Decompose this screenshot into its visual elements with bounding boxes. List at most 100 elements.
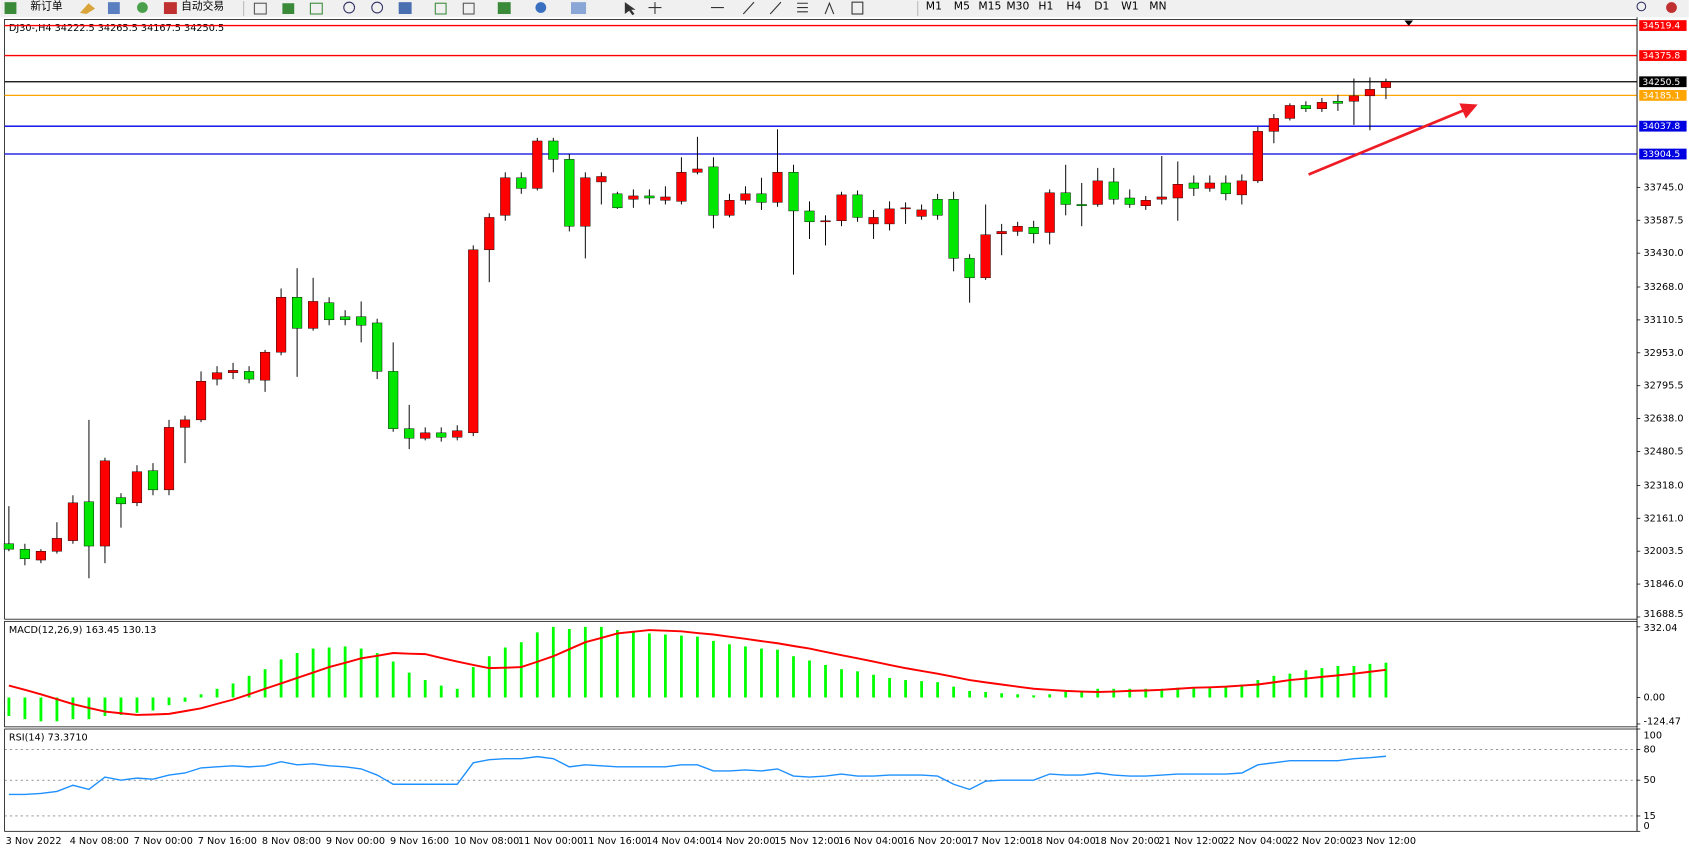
candle-body [35,551,46,561]
icon[interactable] [343,1,356,14]
macd-bar [776,649,779,698]
icon[interactable] [4,2,17,14]
icon[interactable] [282,3,295,14]
candle-body [772,172,783,203]
new-order-button[interactable]: 新订单 [30,0,63,12]
price-tag [1639,90,1687,101]
macd-bar [1384,662,1388,698]
macd-bar [391,661,395,698]
candle-body [99,460,111,547]
candle-body [548,140,559,160]
icon[interactable] [462,2,475,15]
alert-icon[interactable] [1666,2,1677,13]
macd-bar [535,632,539,698]
price-tag [1639,50,1687,61]
candle-body [1044,192,1055,233]
macd-bar [279,659,283,698]
candle-body [179,419,191,428]
price-tag-label: 34185.1 [1642,91,1680,101]
cursor-tool[interactable] [624,2,636,16]
icon[interactable] [253,2,267,15]
icon[interactable] [137,2,148,13]
timeframe-button[interactable]: M1 [926,0,942,12]
icon[interactable] [79,3,96,14]
x-tick-label: 11 Nov 00:00 [518,836,583,847]
candle-body [724,200,735,216]
timeframe-button[interactable]: W1 [1121,0,1138,12]
x-tick-label: 18 Nov 20:00 [1094,836,1159,847]
macd-bar [167,697,171,706]
label-tool[interactable] [851,1,864,15]
candle-body [227,370,239,373]
macd-bar [712,640,715,698]
line-tools[interactable] [710,1,782,15]
price-tag [1639,120,1687,132]
icon[interactable] [163,2,177,14]
x-tick-label: 11 Nov 16:00 [582,836,647,847]
macd-bar [295,653,299,698]
timeframe-button[interactable]: D1 [1094,0,1109,12]
macd-bar [215,688,219,698]
macd-bar [551,626,555,698]
icon[interactable] [371,1,384,14]
y-tick-label: 80 [1644,744,1656,755]
timeframe-button[interactable]: M5 [954,0,970,12]
macd-bar [423,680,427,698]
icon[interactable] [309,2,323,15]
timeframe-button[interactable]: H4 [1066,0,1081,12]
candle-body [708,166,719,216]
macd-bar [808,660,811,698]
search-icon[interactable] [1636,1,1647,12]
candle-body [163,427,175,491]
macd-bar [1288,673,1292,698]
icon[interactable] [398,2,412,14]
icon[interactable] [434,2,447,15]
candle-body [836,194,847,221]
macd-bar [7,697,11,717]
icon[interactable] [535,2,547,13]
price-tag-label: 34037.8 [1642,122,1680,132]
timeframe-button[interactable]: M15 [978,0,1001,12]
y-tick-label: 31688.5 [1644,609,1684,620]
candle-body [964,258,975,279]
candle-body [996,231,1007,234]
candle-body [67,502,78,541]
timeframe-button[interactable]: H1 [1038,0,1053,12]
candle-body [147,470,159,491]
candle-body [404,428,415,439]
candle-body [1012,225,1023,232]
macd-bar [231,683,235,698]
candle-body [596,176,607,183]
icon[interactable] [497,2,511,14]
candle-body [1076,204,1087,206]
candle-body [1124,197,1135,205]
timeframe-button[interactable]: M30 [1006,0,1029,12]
y-tick-label: 33430.0 [1644,248,1684,259]
shift-marker [1404,20,1414,26]
candle-body [484,217,495,251]
y-tick-label: 33587.5 [1644,215,1684,226]
macd-bar [920,681,923,698]
channel-tool[interactable] [797,2,808,13]
candle-body [804,210,815,223]
macd-bar [1176,687,1180,698]
candle-body [388,371,399,429]
text-tool[interactable] [824,1,835,15]
x-tick-label: 8 Nov 08:00 [262,836,321,847]
candle-body [1284,105,1295,119]
macd-bar [599,626,603,698]
candle-body [532,140,543,189]
y-tick-label: 0.00 [1644,692,1666,703]
candle-body [628,195,639,200]
crosshair-tool[interactable] [648,2,662,14]
candle-body [948,199,959,259]
timeframe-button[interactable]: MN [1149,0,1166,12]
macd-bar [647,633,651,698]
icon[interactable] [107,2,120,14]
auto-trading-button[interactable]: 自动交易 [181,0,224,12]
candle-body [932,199,943,216]
rsi-line [8,755,1387,796]
icon[interactable] [570,2,587,14]
